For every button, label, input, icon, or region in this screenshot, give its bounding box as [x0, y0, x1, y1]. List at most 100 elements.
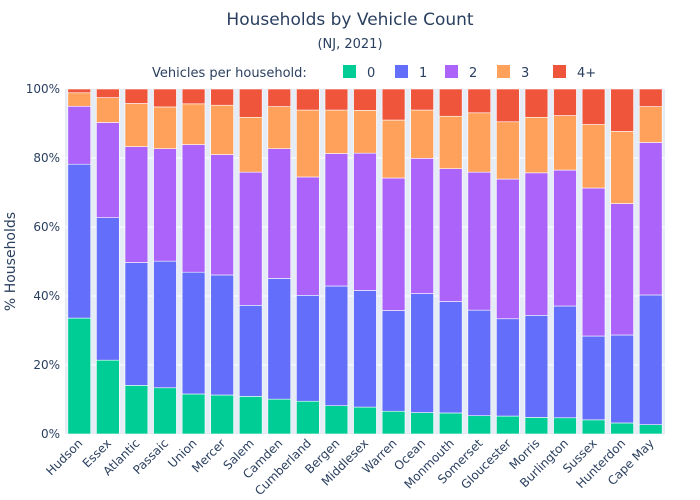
- legend-item: 1: [395, 65, 427, 81]
- bar-segment: [210, 88, 234, 106]
- y-tick-label: 40%: [33, 289, 60, 303]
- bar-segment: [296, 109, 320, 178]
- bar-segment: [553, 115, 577, 171]
- y-tick-label: 20%: [33, 358, 60, 372]
- bar-segment: [581, 124, 606, 189]
- legend-swatch: [343, 65, 356, 78]
- bar-segment: [496, 318, 520, 417]
- bar-segment: [638, 88, 663, 107]
- y-axis-title: % Households: [3, 212, 19, 311]
- bar-segment: [124, 262, 149, 386]
- legend-label: 0: [367, 66, 375, 81]
- bar-segment: [467, 309, 492, 417]
- bar-segment: [96, 122, 120, 218]
- legend: Vehicles per household: 0 1 2 3 4+: [152, 65, 596, 81]
- bar-segment: [581, 187, 606, 337]
- x-axis-ticks: HudsonEssexAtlanticPassaicUnionMercerSal…: [43, 436, 656, 498]
- bar-segment: [524, 116, 549, 174]
- bar-segment: [96, 217, 120, 361]
- bar-segment: [524, 172, 549, 316]
- y-tick-label: 0%: [41, 427, 60, 441]
- bar-segment: [267, 88, 292, 107]
- bar-segment: [210, 104, 234, 155]
- legend-item: 4+: [553, 65, 596, 81]
- bar-segment: [553, 88, 577, 116]
- bar-segment: [524, 88, 549, 118]
- bar-segment: [496, 178, 520, 320]
- legend-label: 3: [521, 66, 529, 81]
- bar-segment: [353, 88, 377, 111]
- bar-segment: [638, 142, 663, 296]
- y-tick-label: 60%: [33, 220, 60, 234]
- bar-segment: [181, 393, 206, 435]
- bar-segment: [324, 405, 349, 435]
- bar-segment: [96, 359, 120, 435]
- bar-segment: [496, 121, 520, 180]
- bar-segment: [267, 148, 292, 279]
- bar-segment: [181, 144, 206, 273]
- legend-item: 3: [497, 65, 529, 81]
- bar-segment: [96, 97, 120, 123]
- bar-segment: [296, 176, 320, 296]
- bar-segment: [124, 385, 149, 435]
- bar-segment: [153, 88, 177, 108]
- legend-label: 1: [419, 66, 427, 81]
- bar-segment: [210, 274, 234, 396]
- bar-segment: [410, 293, 434, 413]
- bar-segment: [410, 109, 434, 159]
- bar-segment: [238, 396, 263, 435]
- bar-segment: [238, 116, 263, 173]
- bar-segment: [181, 271, 206, 395]
- bar-segment: [496, 415, 520, 435]
- bar-segment: [238, 171, 263, 306]
- bar-segment: [96, 88, 120, 98]
- bar-segment: [410, 158, 434, 294]
- bar-segment: [553, 169, 577, 307]
- bar-segment: [553, 417, 577, 435]
- bar-segment: [353, 152, 377, 291]
- legend-swatch: [553, 65, 566, 78]
- bar-segment: [381, 119, 406, 179]
- bar-segment: [467, 171, 492, 311]
- bar-segment: [210, 394, 234, 435]
- bar-segment: [467, 88, 492, 114]
- bar-segment: [181, 103, 206, 145]
- bar-segment: [467, 415, 492, 435]
- y-tick-label: 80%: [33, 151, 60, 165]
- bar-segment: [524, 417, 549, 435]
- bar-segment: [153, 106, 177, 149]
- bar-segment: [610, 131, 634, 204]
- bar-segment: [438, 301, 463, 414]
- bar-segment: [153, 260, 177, 389]
- legend-label: 2: [469, 66, 477, 81]
- bar-segment: [438, 88, 463, 117]
- bar-segment: [124, 88, 149, 104]
- bar-segment: [581, 88, 606, 125]
- bar-segment: [267, 106, 292, 149]
- bar-segment: [524, 315, 549, 418]
- bar-segment: [410, 88, 434, 111]
- bar-segment: [124, 146, 149, 263]
- bar-segment: [353, 290, 377, 408]
- bar-segment: [324, 285, 349, 407]
- bar-segment: [610, 88, 634, 132]
- bar-segment: [581, 335, 606, 421]
- legend-label: 4+: [577, 66, 596, 81]
- bar-segment: [438, 412, 463, 435]
- bar-segment: [381, 310, 406, 412]
- bar-segment: [381, 410, 406, 435]
- bar-segment: [267, 398, 292, 435]
- bar-segment: [610, 203, 634, 336]
- bar-segment: [67, 163, 92, 319]
- legend-item: 2: [445, 65, 477, 81]
- bar-segment: [410, 412, 434, 435]
- bar-segment: [638, 424, 663, 435]
- bar-segment: [153, 148, 177, 262]
- bar-segment: [296, 295, 320, 402]
- legend-swatch: [497, 65, 510, 78]
- bar-segment: [210, 154, 234, 276]
- bar-segment: [610, 334, 634, 424]
- bar-segment: [296, 88, 320, 111]
